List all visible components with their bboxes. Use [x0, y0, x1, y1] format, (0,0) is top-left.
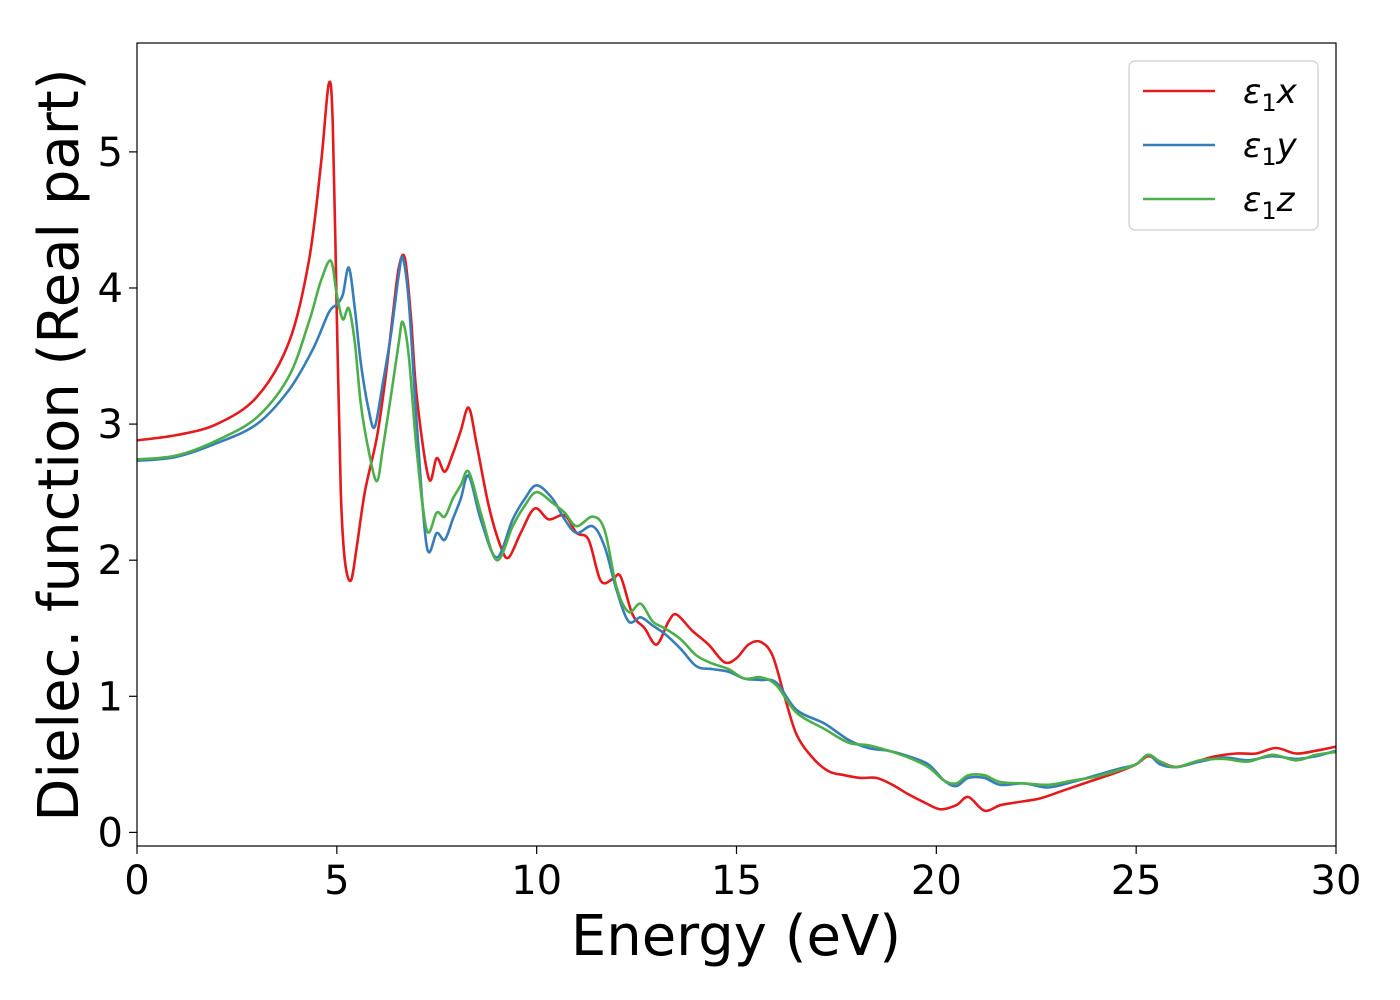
x-tick-label: 20: [911, 858, 962, 904]
y-tick-label: 4: [98, 266, 123, 312]
y-tick-label: 2: [98, 538, 123, 584]
x-tick-label: 30: [1311, 858, 1362, 904]
legend-label-y: ε1y: [1243, 126, 1298, 171]
x-tick-label: 5: [324, 858, 349, 904]
legend-box: [1128, 60, 1319, 231]
series-line-z: [136, 259, 1337, 787]
series-layer: [136, 80, 1337, 813]
y-tick-label: 0: [98, 810, 123, 856]
y-axis-label: Dielec. function (Real part): [27, 68, 92, 821]
x-axis: 0 5 10 15 20 25 30: [124, 846, 1361, 904]
y-tick-label: 3: [98, 402, 123, 448]
x-tick-label: 10: [511, 858, 562, 904]
legend: ε1x ε1y ε1z: [1128, 60, 1319, 231]
x-tick-label: 25: [1111, 858, 1162, 904]
y-tick-label: 5: [98, 130, 123, 176]
legend-label-x: ε1x: [1243, 72, 1298, 117]
x-tick-label: 0: [124, 858, 149, 904]
legend-label-z: ε1z: [1243, 180, 1296, 225]
y-tick-label: 1: [98, 674, 123, 720]
x-tick-label: 15: [711, 858, 762, 904]
x-axis-label: Energy (eV): [571, 904, 901, 969]
y-axis: 0 1 2 3 4 5: [98, 130, 137, 856]
